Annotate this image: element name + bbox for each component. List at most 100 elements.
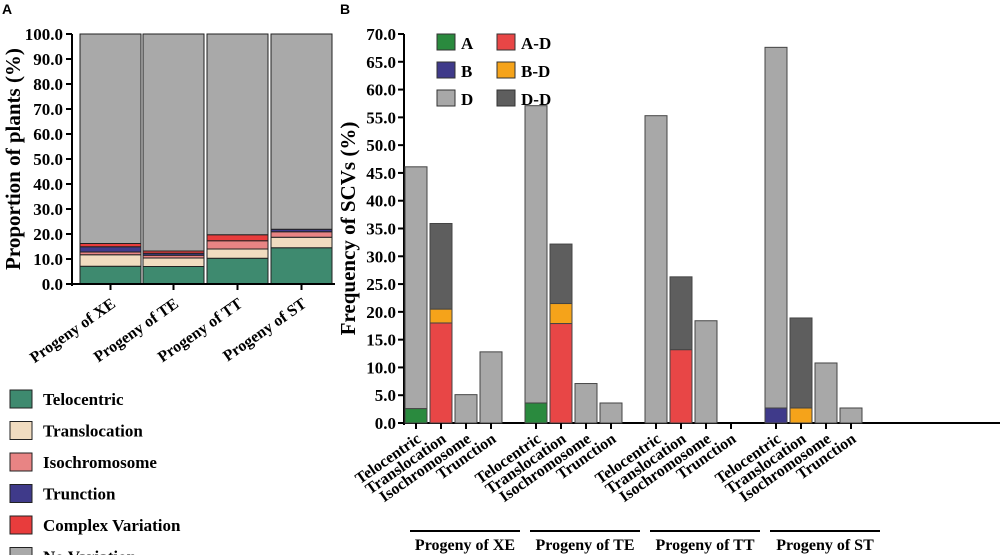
y-tick-label: 60.0 [33, 125, 63, 144]
legend-label: A [461, 34, 474, 53]
bar-segment-d-d [429, 222, 453, 310]
bar-segment-d-d [669, 276, 693, 351]
bar-segment-telocentric [79, 265, 142, 285]
group-label: Progeny of XE [415, 537, 515, 554]
bar-segment-d [454, 394, 478, 424]
y-tick-label: 80.0 [33, 75, 63, 94]
y-tick-label: 10.0 [33, 250, 63, 269]
legend-label: B-D [521, 62, 550, 81]
bar-segment-translocation [142, 257, 205, 267]
y-tick-label: 0.0 [375, 414, 396, 433]
legend-swatch [436, 33, 456, 51]
y-tick-label: 100.0 [25, 25, 63, 44]
bar-segment-b-d [429, 308, 453, 324]
bar-segment-translocation [79, 254, 142, 267]
group-label: Progeny of TE [536, 537, 635, 554]
legend-label: D [461, 90, 473, 109]
bar-segment-translocation [270, 236, 333, 249]
legend-swatch [496, 89, 516, 107]
legend-swatch [496, 61, 516, 79]
bar-segment-d [524, 105, 548, 404]
bar-segment-no-variation [79, 33, 142, 244]
bar-segment-d [839, 407, 863, 424]
y-tick-label: 40.0 [33, 175, 63, 194]
legend-swatch [9, 547, 33, 555]
group-label: Progeny of TT [656, 537, 755, 554]
legend-label: No Variation [43, 548, 137, 555]
bar-segment-no-variation [270, 33, 333, 230]
legend-label: A-D [521, 34, 551, 53]
bar-segment-d [404, 166, 428, 410]
bar-segment-d-d [549, 243, 573, 305]
bar-segment-d [814, 362, 838, 424]
bar-segment-telocentric [206, 257, 269, 285]
group-label: Progeny of ST [776, 537, 874, 554]
y-tick-label: 20.0 [366, 303, 396, 322]
bar-segment-telocentric [270, 247, 333, 285]
y-tick-label: 70.0 [33, 100, 63, 119]
bar-segment-d [574, 383, 598, 424]
y-tick-label: 25.0 [366, 275, 396, 294]
legend-label: D-D [521, 90, 551, 109]
y-tick-label: 60.0 [366, 81, 396, 100]
bar-segment-d [479, 351, 503, 424]
bar-segment-d [644, 115, 668, 424]
y-tick-label: 90.0 [33, 50, 63, 69]
y-axis-label: Proportion of plants (%) [1, 48, 25, 270]
bar-segment-d [599, 402, 623, 424]
panel-label-b: B [340, 1, 350, 17]
y-tick-label: 30.0 [33, 200, 63, 219]
y-tick-label: 5.0 [375, 386, 396, 405]
y-tick-label: 70.0 [366, 25, 396, 44]
bar-segment-b-d [789, 407, 813, 424]
legend-swatch [9, 515, 33, 535]
y-tick-label: 30.0 [366, 247, 396, 266]
bar-segment-a [404, 408, 428, 424]
legend-swatch [9, 421, 33, 440]
y-tick-label: 50.0 [366, 136, 396, 155]
bar-segment-no-variation [142, 33, 205, 252]
y-tick-label: 10.0 [366, 358, 396, 377]
legend-label: Complex Variation [43, 516, 181, 535]
legend-label: Trunction [43, 485, 116, 504]
legend-label: Isochromosome [43, 453, 157, 472]
legend-label: Telocentric [43, 390, 124, 409]
panel-label-a: A [2, 1, 12, 17]
bar-segment-b-d [549, 303, 573, 325]
bar-segment-translocation [206, 248, 269, 259]
bar-segment-isochromosome [270, 231, 333, 238]
y-axis-label: Frequency of SCVs (%) [336, 122, 360, 336]
bar-segment-no-variation [206, 33, 269, 236]
y-tick-label: 35.0 [366, 220, 396, 239]
y-tick-label: 40.0 [366, 192, 396, 211]
legend-swatch [9, 452, 33, 472]
bar-segment-b [764, 407, 788, 424]
bar-segment-isochromosome [206, 240, 269, 250]
legend-swatch [9, 484, 33, 503]
chart-b: 0.0 5.0 10.0 15.0 20.0 25.0 30.0 35.0 40.0 45.0 50… [336, 25, 1000, 554]
bar-segment-a-d [549, 323, 573, 424]
bar-segment-d-d [789, 317, 813, 409]
y-tick-label: 55.0 [366, 108, 396, 127]
legend-swatch [9, 389, 33, 409]
bar-segment-a-d [429, 322, 453, 424]
y-tick-label: 15.0 [366, 331, 396, 350]
bar-segment-trunction [79, 246, 142, 253]
bar-segment-a-d [669, 349, 693, 424]
y-tick-label: 65.0 [366, 53, 396, 72]
y-tick-label: 0.0 [42, 275, 63, 294]
bar-segment-d [694, 320, 718, 424]
bar-segment-complex-variation [206, 234, 269, 242]
y-tick-label: 20.0 [33, 225, 63, 244]
bar-segment-a [524, 402, 548, 424]
legend-swatch [496, 33, 516, 51]
bar-segment-telocentric [142, 266, 205, 285]
legend-label: B [461, 62, 472, 81]
chart-a: 0.0 10.0 20.0 30.0 40.0 50.0 60.0 70.0 80.0 90.0 1… [1, 25, 335, 555]
legend-label: Translocation [43, 422, 143, 441]
y-tick-label: 45.0 [366, 164, 396, 183]
legend-swatch [436, 61, 456, 79]
legend-swatch [436, 89, 456, 107]
y-tick-label: 50.0 [33, 150, 63, 169]
